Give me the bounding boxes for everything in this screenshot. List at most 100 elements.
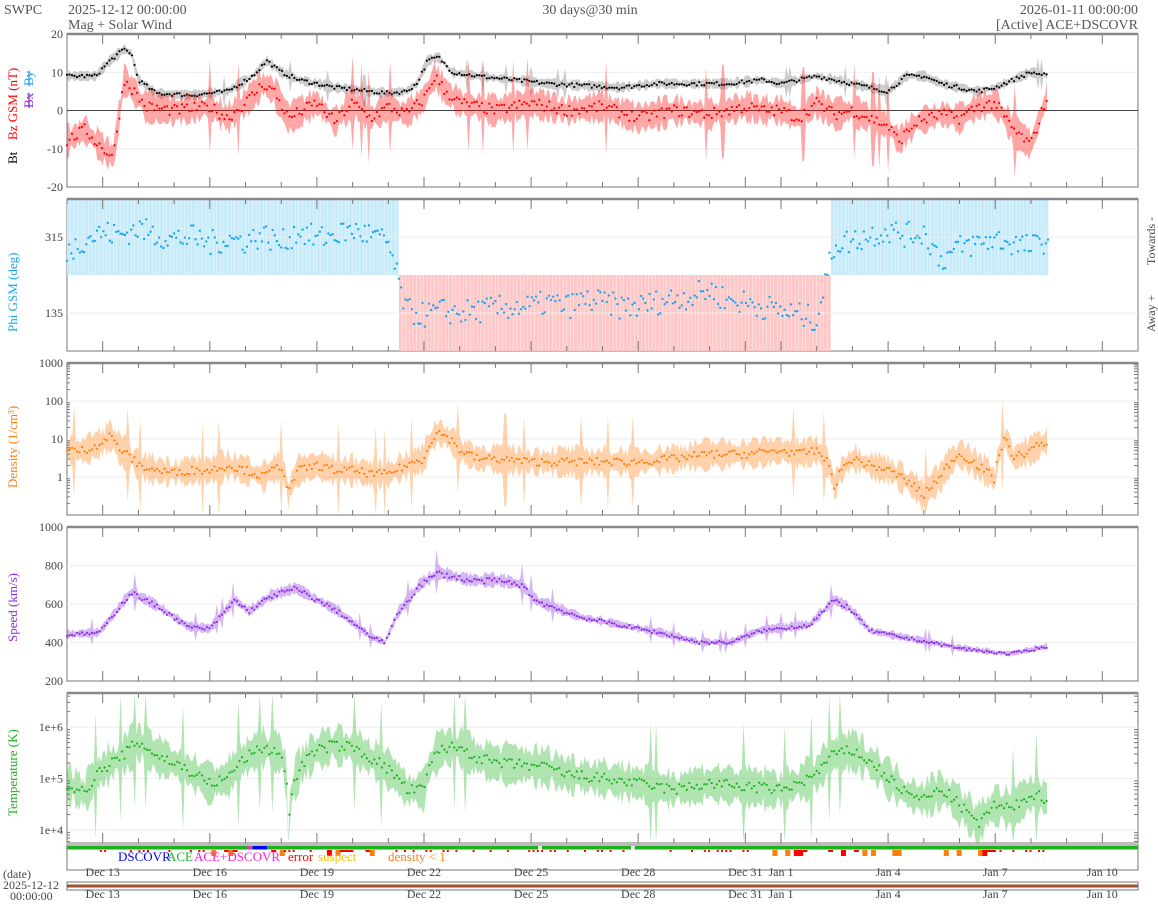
speed-data-point (333, 607, 336, 610)
bt-data-point (945, 82, 948, 85)
source-legend: DSCOVR ACE ACE+DSCOVR error suspect dens… (118, 849, 446, 864)
phi-data-point (301, 228, 304, 231)
bt-data-point (210, 92, 214, 95)
bt-data-point (405, 90, 408, 93)
temperature-data-point (700, 787, 703, 790)
y-tick-label: 1000 (39, 356, 63, 370)
speed-data-point (340, 615, 343, 618)
bz-gsm-data-point (770, 106, 773, 109)
bt-data-point (363, 87, 366, 90)
speed-data-point (185, 624, 189, 628)
temperature-data-point (688, 781, 691, 785)
temperature-data-point (988, 811, 991, 815)
bt-data-point (393, 91, 396, 94)
phi-data-point (723, 306, 726, 310)
phi-data-point (247, 233, 251, 237)
phi-data-point (704, 297, 707, 301)
density-data-point (193, 472, 196, 476)
bt-data-point (790, 78, 793, 82)
error-flag (326, 850, 332, 856)
bz-gsm-data-point (158, 107, 161, 110)
speed-data-point (255, 605, 259, 608)
density-data-point (153, 469, 156, 472)
end-time: 2026-01-11 00:00:00 (1020, 3, 1138, 18)
bz-gsm-data-point (525, 102, 528, 105)
bz-gsm-data-point (275, 97, 279, 100)
phi-data-point (468, 313, 471, 316)
density-data-point (493, 455, 496, 459)
phi-data-point (641, 297, 645, 300)
bz-gsm-data-point (245, 96, 249, 99)
bz-gsm-data-point (100, 147, 104, 150)
speed-data-point (1010, 651, 1013, 654)
bt-data-point (1000, 84, 1003, 87)
density-data-point (935, 481, 938, 484)
density-data-point (323, 464, 326, 467)
bz-gsm-data-point (390, 110, 393, 113)
bz-gsm-data-point (403, 110, 406, 113)
bt-data-point (145, 83, 149, 86)
temperature-data-point (360, 755, 363, 758)
phi-data-point (1036, 235, 1039, 238)
bz-gsm-data-point (153, 109, 156, 112)
density-data-point (585, 461, 588, 464)
temperature-data-point (108, 764, 111, 768)
speed-data-point (963, 646, 966, 650)
phi-data-point (327, 232, 330, 235)
temperature-data-point (175, 760, 179, 763)
bz-gsm-data-point (133, 87, 136, 90)
bz-gsm-data-point (1038, 122, 1041, 125)
bz-gsm-data-point (195, 109, 199, 112)
error-flag (999, 850, 1002, 852)
bt-data-point (470, 75, 473, 78)
density-data-point (940, 474, 943, 477)
phi-data-point (693, 294, 696, 297)
speed-data-point (690, 638, 693, 641)
bt-data-point (810, 76, 813, 79)
speed-data-point (928, 641, 931, 645)
bt-data-point (215, 89, 219, 93)
speed-data-point (133, 591, 136, 594)
temperature-data-point (680, 785, 683, 788)
density-data-point (455, 444, 458, 448)
temperature-data-point (463, 749, 466, 752)
error-flag (772, 850, 778, 856)
temperature-data-point (308, 753, 311, 756)
bt-data-point (450, 71, 453, 75)
temperature-data-point (643, 779, 646, 783)
speed-data-point (1045, 646, 1048, 649)
bz-gsm-data-point (808, 113, 811, 117)
bt-data-point (813, 74, 816, 77)
speed-data-point (965, 649, 968, 652)
density-data-point (130, 460, 134, 463)
bz-gsm-data-point (758, 109, 761, 112)
density-data-point (950, 459, 953, 462)
density-data-point (178, 469, 181, 472)
speed-data-point (288, 589, 291, 592)
bt-data-point (818, 75, 821, 78)
speed-data-point (498, 577, 501, 581)
phi-data-point (616, 302, 619, 306)
bz-gsm-data-point (690, 113, 693, 116)
density-data-point (828, 464, 831, 467)
phi-data-point (560, 309, 564, 313)
speed-data-point (670, 633, 673, 637)
bt-data-point (775, 83, 778, 86)
density-data-point (873, 465, 876, 468)
bz-gsm-data-point (473, 100, 476, 103)
phi-data-point (879, 234, 883, 237)
bt-data-point (663, 82, 666, 85)
temperature-data-point (203, 779, 206, 782)
bz-gsm-data-point (970, 105, 973, 108)
temperature-data-point (418, 784, 421, 787)
bt-data-point (483, 74, 486, 77)
bt-data-point (298, 78, 301, 81)
density-data-point (983, 470, 986, 473)
density-data-point (765, 450, 768, 453)
bz-gsm-data-point (118, 117, 121, 120)
bz-gsm-data-point (883, 123, 886, 126)
bt-data-point (553, 82, 556, 85)
bt-data-point (368, 89, 371, 93)
bz-gsm-data-point (750, 102, 753, 105)
bt-data-point (883, 90, 886, 94)
